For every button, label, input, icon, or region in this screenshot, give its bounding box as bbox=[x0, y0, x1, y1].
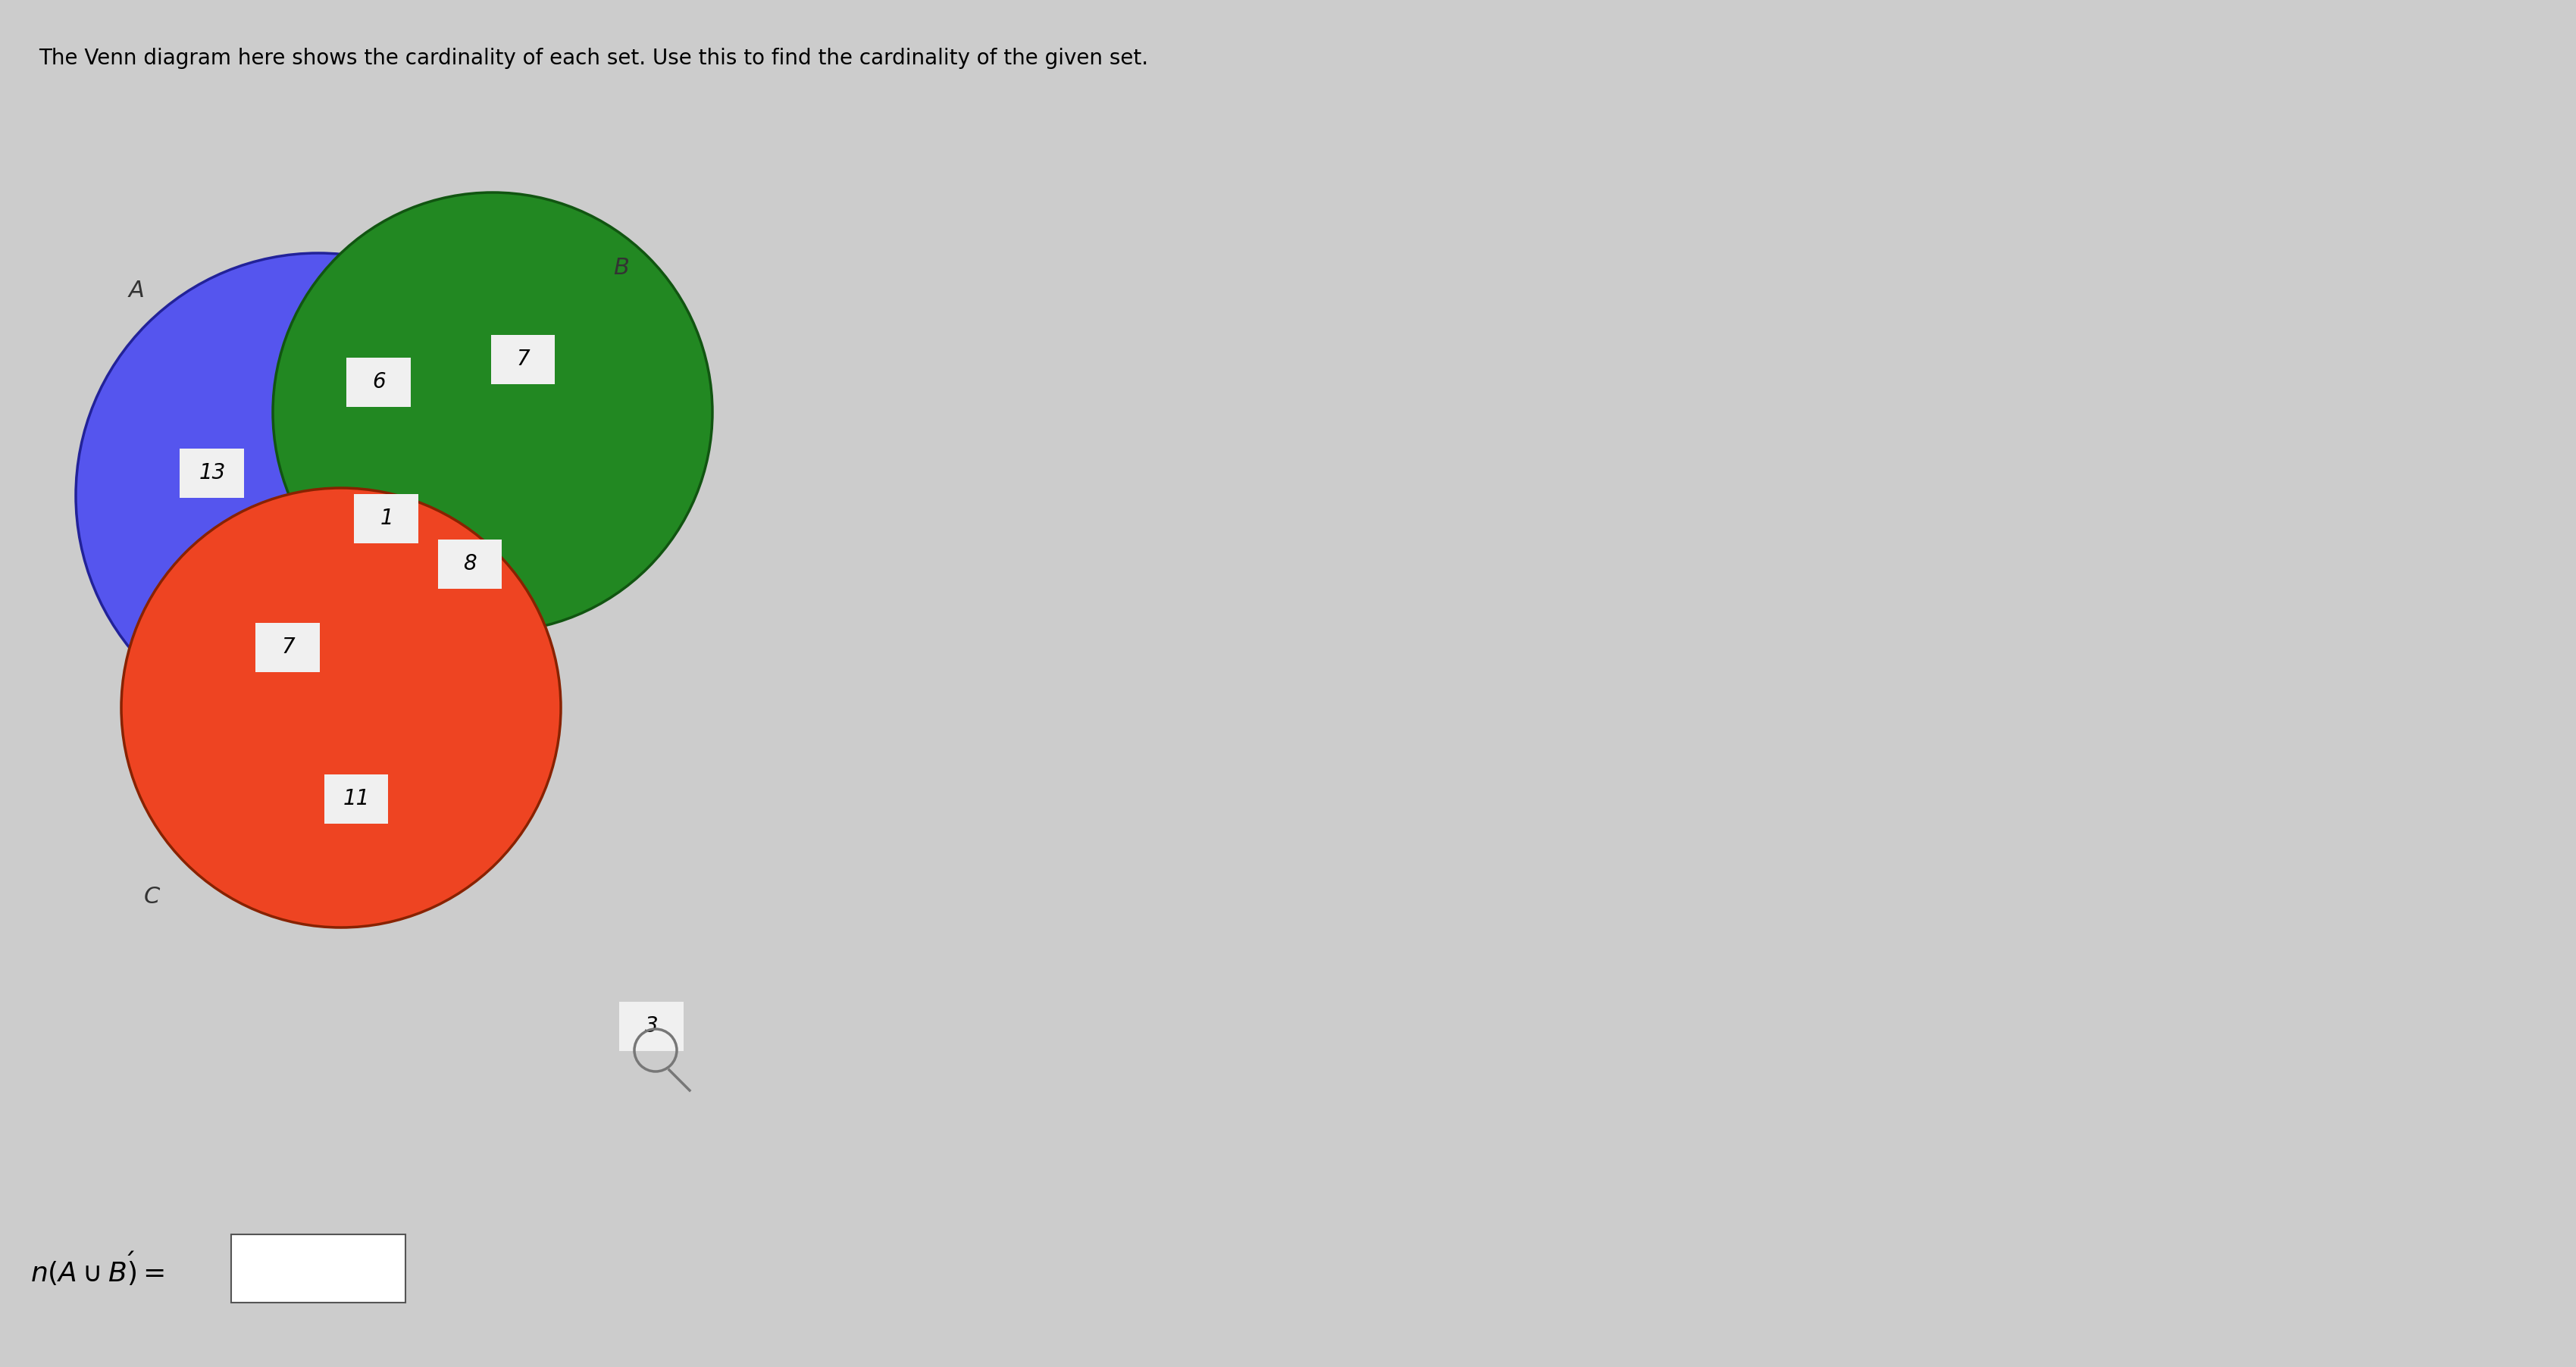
FancyBboxPatch shape bbox=[255, 622, 319, 671]
Circle shape bbox=[273, 193, 714, 632]
Circle shape bbox=[75, 253, 562, 738]
Text: 6: 6 bbox=[374, 372, 386, 392]
FancyBboxPatch shape bbox=[621, 1002, 685, 1051]
Text: 11: 11 bbox=[343, 787, 368, 809]
Text: 7: 7 bbox=[281, 637, 294, 658]
Text: 8: 8 bbox=[464, 554, 477, 574]
FancyBboxPatch shape bbox=[489, 335, 556, 384]
Text: C: C bbox=[144, 886, 160, 908]
Text: A: A bbox=[129, 280, 144, 302]
Text: 13: 13 bbox=[198, 462, 227, 484]
Text: 3: 3 bbox=[644, 1016, 659, 1036]
FancyBboxPatch shape bbox=[232, 1234, 404, 1303]
FancyBboxPatch shape bbox=[348, 357, 412, 406]
Text: 1: 1 bbox=[379, 507, 394, 529]
FancyBboxPatch shape bbox=[438, 539, 502, 588]
FancyBboxPatch shape bbox=[325, 774, 389, 823]
Text: The Venn diagram here shows the cardinality of each set. Use this to find the ca: The Venn diagram here shows the cardinal… bbox=[39, 48, 1149, 70]
Text: 7: 7 bbox=[515, 349, 531, 370]
Text: $n(A \cup B\') =$: $n(A \cup B\') =$ bbox=[31, 1249, 165, 1288]
FancyBboxPatch shape bbox=[180, 448, 245, 498]
Circle shape bbox=[121, 488, 562, 927]
Text: B: B bbox=[613, 257, 629, 279]
FancyBboxPatch shape bbox=[355, 493, 420, 543]
